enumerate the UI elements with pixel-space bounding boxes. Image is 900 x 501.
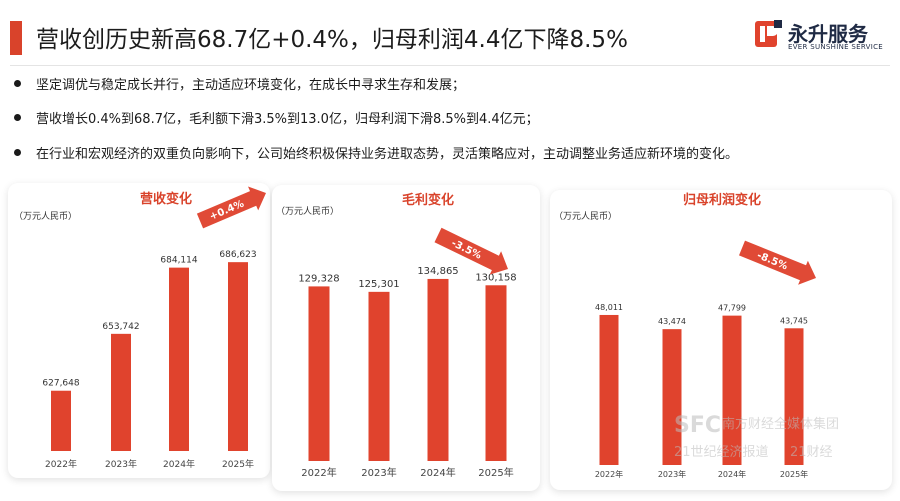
chart-revenue: 营收变化 （万元人民币） 627,648 2022年 653,742 2023年 684,1… [14,186,266,470]
category-label: 2022年 [301,466,336,479]
bar [662,329,682,465]
category-label: 2023年 [361,466,396,479]
company-logo: 永升服务 EVER SUNSHINE SERVICE [754,16,894,56]
bullet-icon [14,114,21,121]
category-label: 2024年 [420,466,455,479]
data-label: 47,799 [718,304,746,313]
title-accent-bar [10,21,22,55]
chart-title: 归母利润变化 [683,192,761,208]
chart-title: 营收变化 [140,191,192,207]
bar [169,267,189,451]
data-label: 125,301 [358,279,399,290]
y-axis-label: （万元人民币） [14,211,77,222]
logo-name: 永升服务 [788,22,868,46]
page-title: 营收创历史新高68.7亿+0.4%，归母利润4.4亿下降8.5% [36,27,628,53]
bar [599,314,619,465]
bar [485,285,507,461]
data-label: 43,474 [658,317,686,326]
data-label: 130,158 [475,272,516,283]
data-label: 653,742 [102,322,139,332]
category-label: 2025年 [222,458,254,470]
bullet-text: 在行业和宏观经济的双重负向影响下，公司始终积极保持业务进取态势，灵活策略应对，主… [36,147,739,162]
header-divider [10,65,890,66]
trend-arrow-icon [196,186,266,229]
data-label: 627,648 [42,379,79,389]
chart-title: 毛利变化 [402,192,454,208]
category-label: 2023年 [105,458,137,470]
bar [228,262,248,451]
data-label: 48,011 [595,303,623,312]
bullet-icon [14,149,21,156]
trend-arrow-icon [739,240,816,285]
category-label: 2022年 [595,469,623,479]
chart-panel-net-profit: 归母利润变化 （万元人民币） 48,011 2022年 43,474 2023年 47,79… [550,190,892,490]
chart-gross-profit: 毛利变化 （万元人民币） 129,328 2022年 125,301 2023年 134,8… [276,192,517,479]
category-label: 2024年 [718,469,746,479]
trend-arrow-icon [434,227,508,275]
chart-panel-gross-profit: 毛利变化 （万元人民币） 129,328 2022年 125,301 2023年 134,8… [272,185,540,491]
data-label: 129,328 [298,273,339,284]
data-label: 43,745 [780,316,808,325]
bullet-text: 营收增长0.4%到68.7亿，毛利额下滑3.5%到13.0亿，归母利润下滑8.5… [36,112,539,127]
bullet-text: 坚定调优与稳定成长并行，主动适应环境变化，在成长中寻求生存和发展； [36,78,466,93]
y-axis-label: （万元人民币） [276,206,339,217]
data-label: 684,114 [160,256,197,266]
y-axis-label: （万元人民币） [554,211,617,222]
bar [427,278,449,461]
category-label: 2024年 [163,458,195,470]
logo-mark-icon [755,20,782,47]
bar [368,291,390,461]
bar [784,328,804,465]
chart-panel-revenue: 营收变化 （万元人民币） 627,648 2022年 653,742 2023年 684,1… [8,183,270,478]
data-label: 686,623 [219,250,256,260]
bar [111,333,131,451]
category-label: 2025年 [780,469,808,479]
category-label: 2022年 [45,458,77,470]
chart-net-profit: 归母利润变化 （万元人民币） 48,011 2022年 43,474 2023年 47,79… [554,192,816,479]
bar [308,286,330,461]
bullet-icon [14,80,21,87]
logo-subtitle: EVER SUNSHINE SERVICE [788,43,883,51]
category-label: 2025年 [478,466,513,479]
data-label: 134,865 [417,266,458,277]
category-label: 2023年 [658,469,686,479]
bar [51,390,71,451]
bar [722,315,742,465]
